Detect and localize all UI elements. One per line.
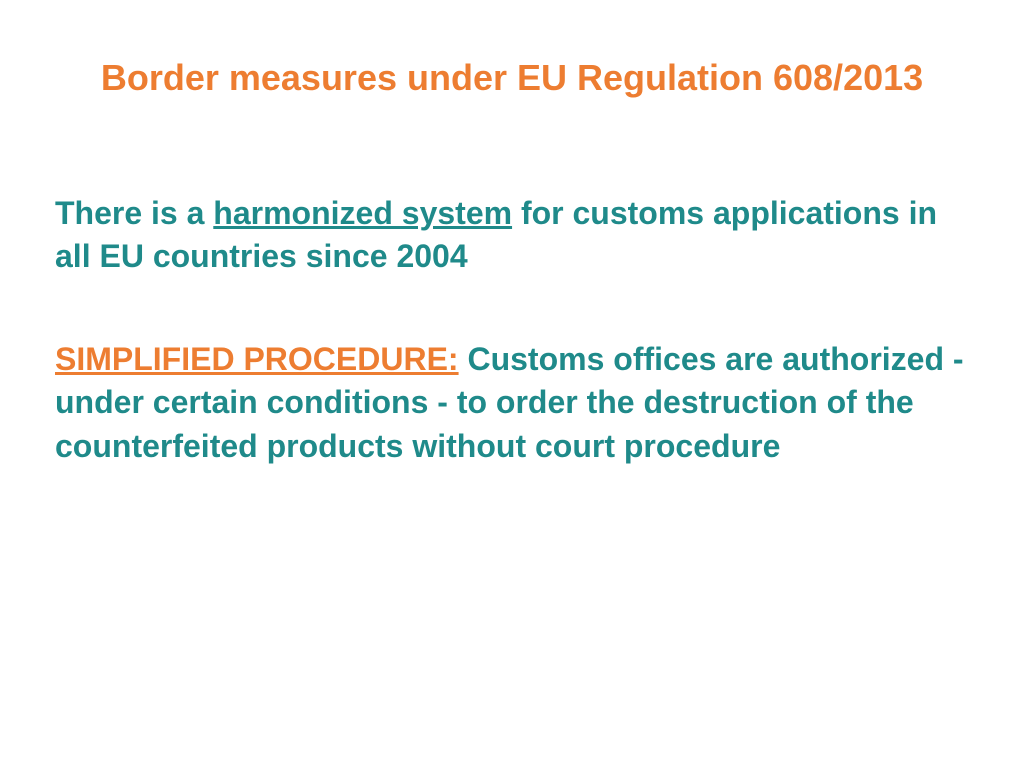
- para1-pre: There is a: [55, 195, 213, 231]
- paragraph-1: There is a harmonized system for customs…: [55, 192, 969, 278]
- paragraph-2: SIMPLIFIED PROCEDURE: Customs offices ar…: [55, 338, 969, 468]
- para1-underlined: harmonized system: [213, 195, 512, 231]
- para2-label: SIMPLIFIED PROCEDURE:: [55, 341, 459, 377]
- slide-title: Border measures under EU Regulation 608/…: [55, 55, 969, 102]
- slide-container: Border measures under EU Regulation 608/…: [0, 0, 1024, 768]
